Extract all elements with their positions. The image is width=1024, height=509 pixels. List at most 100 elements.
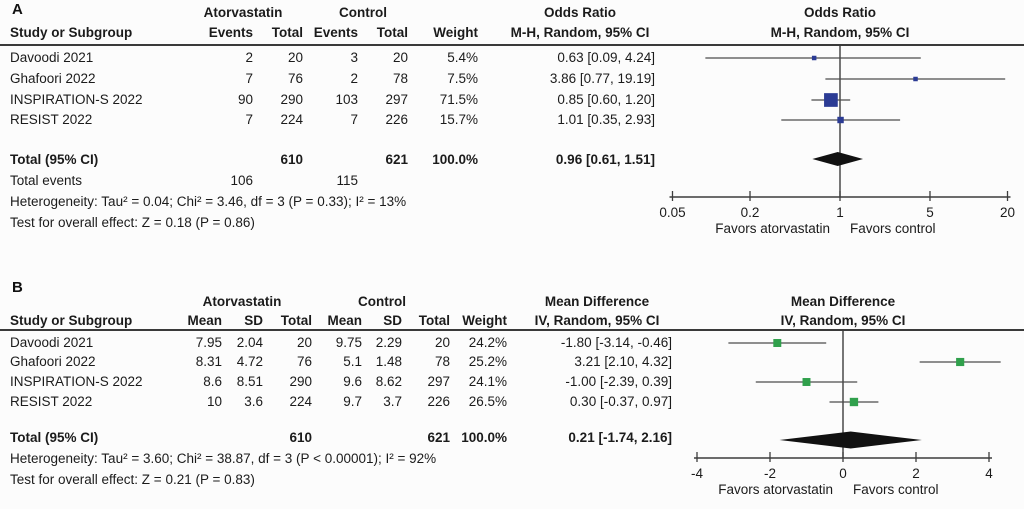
mean-value: 9.7 [343,394,362,409]
favors-right-label: Favors control [850,221,936,236]
column-header-sd-2: SD [383,313,402,328]
effect-square [956,357,965,367]
weight-value: 7.5% [447,71,478,86]
overall-effect-stats: Test for overall effect: Z = 0.21 (P = 0… [10,472,255,487]
events-value: 7 [245,112,253,127]
sd-value: 2.29 [375,335,402,350]
effect-estimate-text: 0.85 [0.60, 1.20] [557,92,655,107]
axis-tick-label: 4 [985,466,993,481]
forest-plot-panel-B: -4 -2 0 2 4 Favors atorvastatin Favors control [691,331,1001,497]
total-value: 76 [287,71,303,86]
effect-square [837,116,844,124]
events-value: 90 [237,92,253,107]
panel-a-label: A [12,1,23,18]
effect-estimate-text: -1.00 [-2.39, 0.39] [565,374,672,389]
effect-square [773,339,782,347]
total-events-2: 115 [336,173,358,188]
total-weight: 100.0% [432,152,478,167]
axis-tick-label: 20 [1000,205,1015,220]
column-header-sd-1: SD [244,313,263,328]
overall-effect-stats: Test for overall effect: Z = 0.18 (P = 0… [10,215,255,230]
total-value: 20 [392,50,408,65]
study-name: Ghafoori 2022 [10,71,96,86]
group-header-atorvastatin: Atorvastatin [203,5,283,20]
sd-value: 2.04 [236,335,263,350]
effect-estimate-text: 0.30 [-0.37, 0.97] [569,394,672,409]
total-effect-text: 0.96 [0.61, 1.51] [555,152,655,167]
column-header-events-2: Events [313,25,358,40]
total-value: 290 [280,92,303,107]
effect-square [811,55,817,61]
mean-value: 8.6 [203,374,222,389]
panel-b-label: B [12,279,23,296]
group-header-control: Control [358,294,406,309]
total-value: 224 [289,394,312,409]
events-value: 3 [350,50,358,65]
weight-value: 26.5% [468,394,507,409]
effect-square [913,76,918,82]
favors-left-label: Favors atorvastatin [715,221,830,236]
column-header-study: Study or Subgroup [10,25,133,40]
total-row-label: Total (95% CI) [10,152,99,167]
effect-square [824,93,838,107]
weight-value: 25.2% [468,354,507,369]
sd-value: 4.72 [236,354,263,369]
sd-value: 8.62 [375,374,402,389]
weight-value: 15.7% [439,112,478,127]
favors-right-label: Favors control [853,482,939,497]
summary-diamond [812,152,864,166]
mean-value: 7.95 [195,335,222,350]
events-value: 7 [350,112,358,127]
group-header-atorvastatin: Atorvastatin [202,294,282,309]
total-n-1: 610 [280,152,303,167]
study-name: INSPIRATION-S 2022 [10,374,143,389]
total-events-label: Total events [10,173,83,188]
events-value: 2 [245,50,253,65]
group-header-control: Control [339,5,387,20]
total-n-2: 621 [385,152,408,167]
mean-value: 5.1 [343,354,362,369]
effect-column-title: Mean Difference [544,294,650,309]
events-value: 103 [335,92,358,107]
forest-plot-panel-A: 0.05 0.2 1 5 20 Favors atorvastatin Favors con… [659,46,1015,236]
weight-value: 5.4% [447,50,478,65]
effect-estimate-text: 3.21 [2.10, 4.32] [574,354,672,369]
study-name: RESIST 2022 [10,394,93,409]
sd-value: 1.48 [375,354,402,369]
effect-square [849,397,859,407]
summary-diamond [779,431,922,449]
column-header-study: Study or Subgroup [10,313,133,328]
total-events-1: 106 [230,173,253,188]
total-value: 20 [434,335,450,350]
study-name: RESIST 2022 [10,112,93,127]
axis-tick-label: 0 [839,466,847,481]
study-name: INSPIRATION-S 2022 [10,92,143,107]
total-row-label: Total (95% CI) [10,430,99,445]
heterogeneity-stats: Heterogeneity: Tau² = 0.04; Chi² = 3.46,… [10,194,407,209]
axis-tick-label: 5 [926,205,934,220]
axis-tick-label: 0.2 [741,205,760,220]
total-value: 20 [296,335,312,350]
plot-header-effect-ci: M-H, Random, 95% CI [770,25,910,40]
total-value: 78 [434,354,450,369]
total-value: 226 [427,394,450,409]
column-header-events-1: Events [208,25,253,40]
column-header-weight: Weight [462,313,507,328]
mean-value: 10 [206,394,222,409]
header-rule [0,44,1024,46]
mean-value: 8.31 [195,354,222,369]
total-n-1: 610 [289,430,312,445]
total-n-2: 621 [427,430,450,445]
weight-value: 71.5% [439,92,478,107]
study-name: Ghafoori 2022 [10,354,96,369]
column-header-total-2: Total [418,313,450,328]
plot-header-effect-ci: IV, Random, 95% CI [780,313,906,328]
header-rule [0,329,1024,331]
column-header-weight: Weight [433,25,478,40]
study-name: Davoodi 2021 [10,50,94,65]
total-value: 76 [296,354,312,369]
effect-column-title: Odds Ratio [543,5,617,20]
axis-tick-label: 1 [836,205,844,220]
